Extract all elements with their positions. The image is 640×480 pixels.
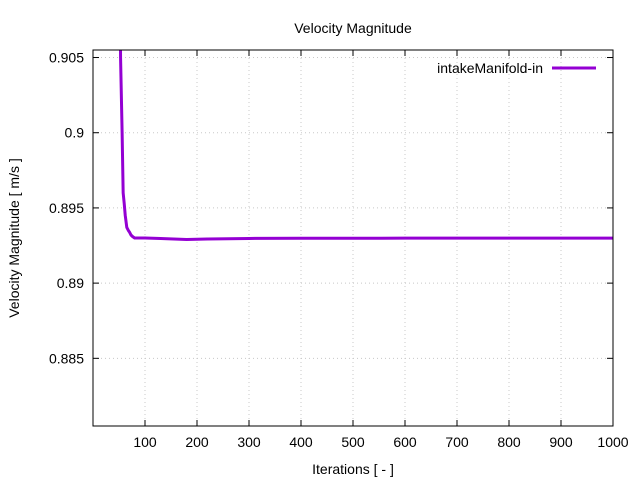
- legend-label: intakeManifold-in: [437, 60, 543, 76]
- x-tick-label: 500: [341, 434, 365, 450]
- x-tick-label: 900: [549, 434, 573, 450]
- x-tick-label: 700: [445, 434, 469, 450]
- y-tick-label: 0.9: [65, 125, 85, 141]
- x-tick-label: 400: [289, 434, 313, 450]
- x-tick-label: 600: [393, 434, 417, 450]
- x-tick-label: 100: [133, 434, 157, 450]
- tick-marks: [93, 50, 614, 426]
- y-tick-label: 0.895: [49, 200, 84, 216]
- x-axis-title: Iterations [ - ]: [312, 461, 394, 477]
- series-line: [119, 50, 613, 241]
- legend: intakeManifold-in: [437, 60, 596, 76]
- x-tick-label: 1000: [597, 434, 628, 450]
- chart-title: Velocity Magnitude: [294, 20, 412, 36]
- y-tick-label: 0.89: [57, 275, 84, 291]
- series-layer: [119, 50, 613, 241]
- y-tick-label: 0.885: [49, 350, 84, 366]
- x-tick-label: 200: [185, 434, 209, 450]
- x-tick-label: 800: [497, 434, 521, 450]
- tick-labels: 100 200 300 400 500 600 700 800 900 1000 0.885 0.89…: [49, 50, 629, 450]
- y-tick-label: 0.905: [49, 50, 84, 66]
- y-axis-title: Velocity Magnitude [ m/s ]: [6, 158, 22, 318]
- x-tick-label: 300: [237, 434, 261, 450]
